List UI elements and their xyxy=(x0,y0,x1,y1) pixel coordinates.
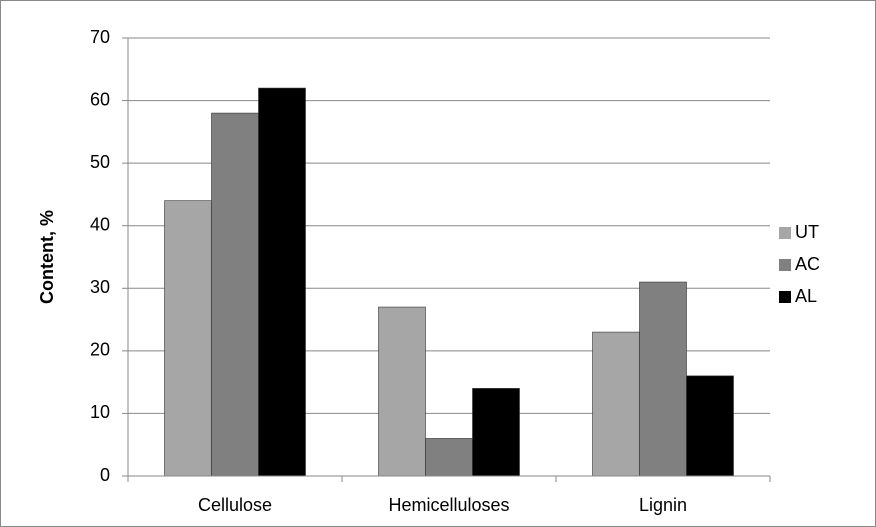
legend-label: AL xyxy=(795,286,817,306)
bar xyxy=(258,87,306,477)
legend-swatch xyxy=(779,227,791,239)
y-tick-label: 10 xyxy=(90,402,110,422)
bar xyxy=(211,112,259,477)
bar xyxy=(425,438,473,477)
y-tick-label: 0 xyxy=(100,465,110,485)
y-tick-label: 40 xyxy=(90,214,110,234)
y-tick-label: 50 xyxy=(90,152,110,172)
y-tick-label: 70 xyxy=(90,27,110,47)
legend-swatch xyxy=(779,259,791,271)
bar xyxy=(592,331,640,477)
x-tick-label: Cellulose xyxy=(198,495,272,515)
bar xyxy=(686,375,734,477)
y-tick-label: 60 xyxy=(90,89,110,109)
bar xyxy=(378,306,426,477)
legend-label: UT xyxy=(795,222,819,242)
legend-swatch xyxy=(779,291,791,303)
y-tick-label: 30 xyxy=(90,277,110,297)
bar xyxy=(164,200,212,477)
x-tick-label: Lignin xyxy=(639,495,687,515)
bar xyxy=(472,388,520,477)
x-tick-label: Hemicelluloses xyxy=(388,495,509,515)
y-tick-label: 20 xyxy=(90,340,110,360)
legend-label: AC xyxy=(795,254,820,274)
y-axis-label: Content, % xyxy=(37,210,57,304)
bar xyxy=(639,281,687,477)
